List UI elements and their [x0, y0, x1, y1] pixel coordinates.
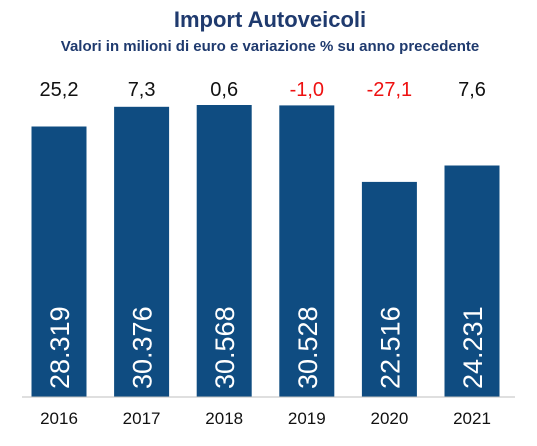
bar-2016	[31, 126, 87, 397]
change-label-2020: -27,1	[367, 79, 413, 101]
bar-value-label-2016: 28.319	[45, 306, 75, 389]
bars-group	[31, 105, 500, 398]
change-label-2017: 7,3	[128, 79, 156, 101]
change-label-2019: -1,0	[290, 79, 324, 101]
change-label-2021: 7,6	[458, 79, 486, 101]
x-tick-label-2017: 2017	[123, 409, 161, 428]
bar-2019	[279, 105, 335, 398]
bar-value-label-2021: 24.231	[458, 306, 488, 389]
labels-group: 28.319 25,2 2016 30.376 7,3 2017 30.568 0,6 2018…	[40, 79, 491, 428]
x-tick-label-2019: 2019	[288, 409, 326, 428]
bar-value-label-2019: 30.528	[293, 306, 323, 389]
chart-title: Import Autoveicoli	[174, 7, 366, 32]
x-tick-label-2018: 2018	[205, 409, 243, 428]
x-tick-label-2021: 2021	[453, 409, 491, 428]
bar-2021	[444, 165, 500, 397]
bar-2018	[196, 105, 252, 397]
change-label-2016: 25,2	[40, 79, 79, 101]
chart-subtitle: Valori in milioni di euro e variazione %…	[61, 38, 479, 55]
bar-2017	[114, 106, 170, 398]
bar-value-label-2018: 30.568	[210, 306, 240, 389]
x-tick-label-2020: 2020	[370, 409, 408, 428]
change-label-2018: 0,6	[210, 79, 238, 101]
bar-value-label-2020: 22.516	[375, 306, 405, 389]
x-tick-label-2016: 2016	[40, 409, 78, 428]
bar-value-label-2017: 30.376	[128, 306, 158, 389]
bar-2020	[361, 181, 417, 397]
